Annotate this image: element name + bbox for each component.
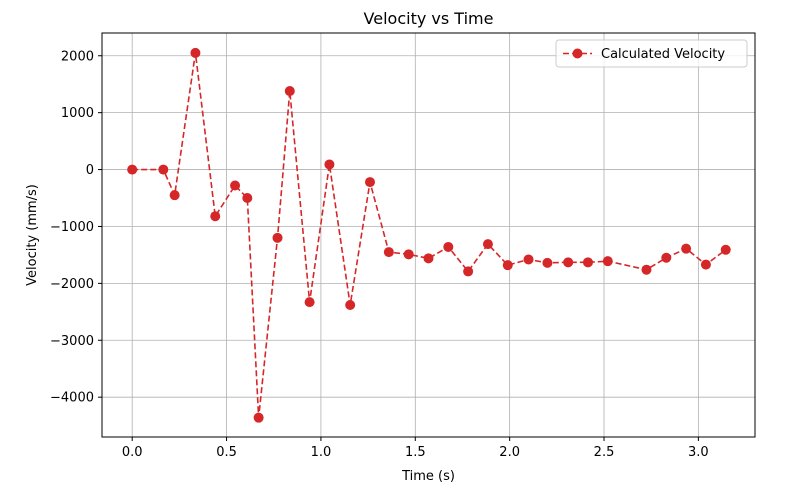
legend-label: Calculated Velocity	[601, 47, 725, 62]
data-point	[563, 257, 574, 268]
data-point	[210, 211, 221, 222]
data-point	[253, 412, 264, 423]
data-point	[403, 249, 414, 260]
legend: Calculated Velocity	[555, 39, 748, 68]
data-point	[284, 86, 295, 97]
y-axis-label: Velocity (mm/s)	[25, 184, 40, 286]
data-point	[242, 193, 253, 204]
data-point	[364, 177, 375, 188]
series-layer	[127, 47, 731, 423]
data-point	[641, 264, 652, 275]
data-point	[304, 297, 315, 308]
x-tick-label: 0.0	[122, 445, 143, 460]
axis-ticks: 0.0 0.5 1.0 1.5 2.0 2.5 3.0 2000 1000 0 −1000 −2000…	[50, 49, 709, 460]
y-tick-label: −4000	[50, 391, 94, 406]
y-tick-label: 1000	[61, 106, 94, 121]
data-point	[700, 259, 711, 270]
x-tick-label: 0.5	[216, 445, 237, 460]
plot-area	[102, 33, 755, 437]
data-point	[272, 232, 283, 243]
data-point	[443, 241, 454, 252]
data-point	[542, 257, 553, 268]
x-tick-label: 2.5	[594, 445, 615, 460]
data-point	[190, 47, 201, 58]
data-point	[482, 239, 493, 250]
legend-box	[555, 39, 748, 68]
legend-marker-sample	[572, 48, 583, 59]
y-tick-label: −2000	[50, 277, 94, 292]
data-point	[345, 299, 356, 310]
chart-title: Velocity vs Time	[364, 9, 494, 28]
data-point	[502, 260, 513, 271]
data-point	[523, 254, 534, 265]
y-tick-label: −1000	[50, 220, 94, 235]
y-tick-label: −3000	[50, 334, 94, 349]
plot-frame	[101, 32, 756, 438]
x-tick-label: 1.0	[311, 445, 332, 460]
data-point	[324, 159, 335, 170]
x-tick-label: 3.0	[688, 445, 709, 460]
data-point	[602, 256, 613, 267]
data-point	[127, 164, 138, 175]
x-tick-label: 2.0	[499, 445, 520, 460]
data-point	[423, 253, 434, 264]
x-tick-label: 1.5	[405, 445, 426, 460]
y-tick-label: 2000	[61, 49, 94, 64]
data-point	[661, 252, 672, 263]
data-point	[230, 180, 241, 191]
data-point	[720, 244, 731, 255]
y-tick-label: 0	[86, 163, 94, 178]
x-axis-label: Time (s)	[401, 469, 455, 484]
data-point	[158, 164, 169, 175]
data-point	[582, 257, 593, 268]
data-point	[463, 266, 474, 277]
data-point	[383, 247, 394, 258]
data-point	[169, 190, 180, 201]
data-point	[681, 243, 692, 254]
